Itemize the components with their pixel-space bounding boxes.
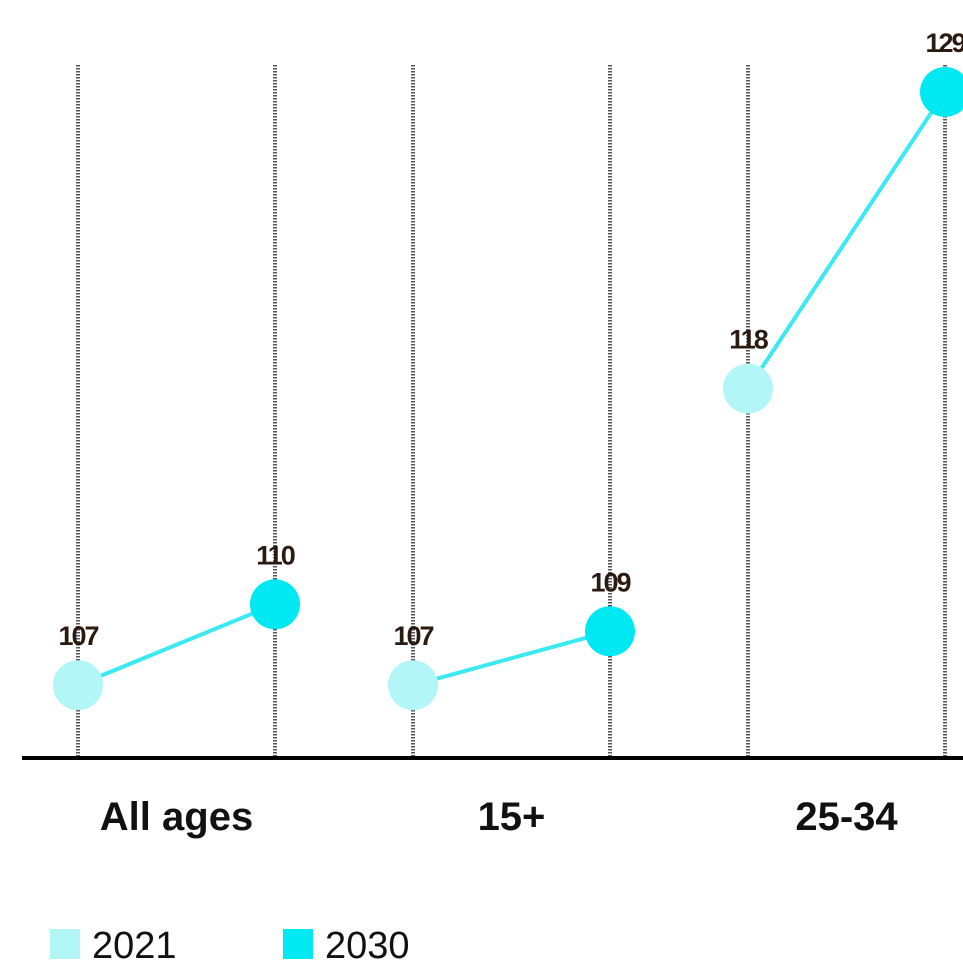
value-label: 129 [925,28,963,58]
value-label: 118 [729,325,769,355]
value-label: 107 [58,621,98,651]
value-label: 107 [393,621,433,651]
legend-label: 2021 [92,925,177,964]
legend-swatch [283,929,313,959]
dot [250,579,300,630]
dot [585,606,635,657]
connector [412,629,611,688]
dot [920,66,963,117]
value-label: 109 [590,567,631,597]
legend-label: 2030 [325,925,410,964]
dot [723,363,773,414]
dot [388,660,438,711]
connector [746,90,947,390]
value-label: 110 [256,540,295,570]
category-label: All ages [100,795,253,839]
connector [77,602,276,688]
category-label: 25-34 [795,795,898,839]
dot [53,660,103,711]
legend-swatch [50,929,80,959]
category-label: 15+ [478,795,546,839]
